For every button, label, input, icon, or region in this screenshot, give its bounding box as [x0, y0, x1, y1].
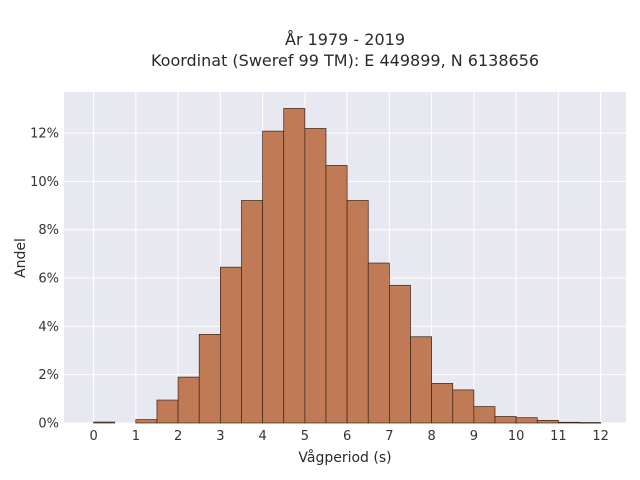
x-tick-label: 8: [427, 429, 435, 444]
histogram-bar: [558, 421, 580, 424]
y-axis-ticks: 0% 2% 4% 6% 8% 10% 12%: [30, 127, 59, 432]
x-tick-label: 5: [301, 429, 309, 444]
chart-title-line2: Koordinat (Sweref 99 TM): E 449899, N 61…: [151, 51, 539, 70]
y-tick-label: 2%: [38, 368, 59, 383]
y-tick-label: 10%: [30, 175, 59, 190]
histogram-bar: [367, 262, 390, 424]
x-tick-label: 10: [508, 429, 525, 444]
histogram-bar: [515, 417, 538, 424]
histogram-bar: [452, 389, 475, 424]
histogram-bar: [135, 419, 158, 424]
x-axis-ticks: 0 1 2 3 4 5 6 7 8 9 10 11 12: [89, 429, 608, 444]
x-tick-label: 6: [343, 429, 351, 444]
x-axis-label: Vågperiod (s): [298, 449, 391, 466]
y-tick-label: 12%: [30, 127, 59, 142]
histogram-bar: [389, 284, 411, 424]
x-tick-label: 0: [89, 429, 97, 444]
x-tick-label: 11: [550, 429, 567, 444]
x-tick-label: 9: [470, 429, 478, 444]
histogram-bar: [325, 165, 348, 424]
x-tick-label: 4: [258, 429, 266, 444]
chart-title-line1: År 1979 - 2019: [285, 30, 405, 49]
histogram-bar: [156, 399, 179, 424]
y-tick-label: 6%: [38, 272, 59, 287]
histogram-bar: [346, 200, 369, 424]
x-tick-label: 7: [385, 429, 393, 444]
x-tick-label: 2: [174, 429, 182, 444]
x-tick-label: 3: [216, 429, 224, 444]
y-axis-label: Andel: [13, 238, 29, 278]
histogram-bar: [410, 336, 432, 424]
y-tick-label: 0%: [38, 417, 59, 432]
histogram-bar: [304, 128, 327, 424]
histogram-bar: [241, 200, 263, 424]
histogram-bar: [219, 266, 242, 424]
histogram-bar: [198, 333, 221, 424]
bars: [93, 108, 601, 424]
y-tick-label: 8%: [38, 223, 59, 238]
histogram-bar: [177, 376, 200, 424]
histogram-bar: [262, 130, 285, 424]
histogram-bar: [473, 406, 496, 424]
histogram-bar: [431, 383, 454, 424]
histogram-bar: [579, 422, 601, 424]
y-tick-label: 4%: [38, 320, 59, 335]
histogram-bar: [283, 108, 306, 424]
histogram-bar: [93, 421, 116, 424]
histogram-bar: [494, 416, 517, 424]
histogram-bar: [536, 419, 559, 424]
x-tick-label: 12: [592, 429, 609, 444]
x-tick-label: 1: [132, 429, 140, 444]
